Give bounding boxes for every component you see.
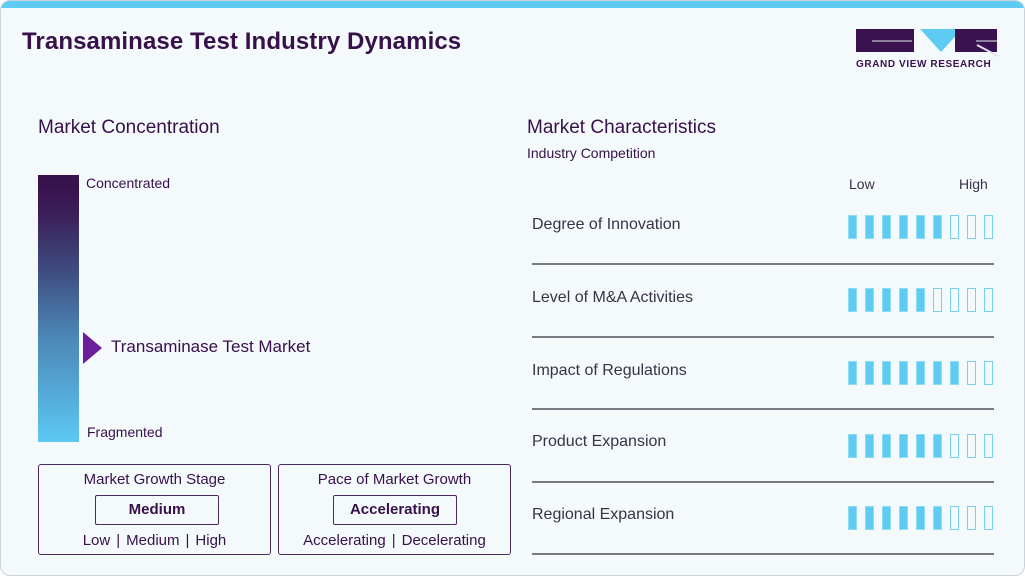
separator: |: [116, 532, 121, 549]
rating-bar-empty: [984, 361, 993, 385]
rating-bar-filled: [916, 215, 925, 239]
characteristic-label: Impact of Regulations: [532, 362, 687, 379]
growth-stage-box: Market Growth Stage Medium Low | Medium | Hi…: [38, 464, 271, 555]
rating-bar-filled: [882, 361, 891, 385]
characteristics-title: Market Characteristics: [527, 117, 716, 138]
rating-bar-empty: [950, 215, 959, 239]
rating-bar-empty: [984, 288, 993, 312]
separator: |: [391, 532, 396, 549]
option-medium: Medium: [126, 532, 180, 549]
rating-bar-empty: [984, 506, 993, 530]
rating-bar-filled: [916, 288, 925, 312]
rating-bar-filled: [882, 506, 891, 530]
rating-bar-filled: [916, 361, 925, 385]
growth-pace-value: Accelerating: [333, 495, 457, 525]
row-divider: [532, 336, 994, 338]
growth-stage-options: Low | Medium | High: [39, 532, 270, 549]
rating-bar-filled: [899, 361, 908, 385]
logo-r-line: [976, 40, 997, 42]
row-divider: [532, 553, 994, 555]
logo-g-notch: [872, 40, 912, 42]
growth-pace-title: Pace of Market Growth: [317, 471, 472, 488]
rating-bar-filled: [865, 506, 874, 530]
rating-bar-filled: [899, 215, 908, 239]
rating-bar-filled: [848, 215, 857, 239]
rating-bar-filled: [882, 215, 891, 239]
rating-bar-filled: [933, 361, 942, 385]
rating-bar-empty: [967, 361, 976, 385]
rating-bar-filled: [848, 361, 857, 385]
characteristic-label: Product Expansion: [532, 433, 667, 450]
rating-bar-filled: [899, 288, 908, 312]
logo-v-triangle: [920, 29, 962, 52]
rating-bar-empty: [967, 288, 976, 312]
rating-bar-filled: [865, 215, 874, 239]
separator: |: [185, 532, 190, 549]
market-position-label: Transaminase Test Market: [111, 337, 311, 356]
rating-bar-empty: [984, 434, 993, 458]
logo-text: GRAND VIEW RESEARCH: [856, 59, 992, 70]
rating-bar-filled: [933, 215, 942, 239]
rating-bar-filled: [916, 434, 925, 458]
rating-bar-filled: [865, 361, 874, 385]
growth-pace-box: Pace of Market Growth Accelerating Accel…: [278, 464, 511, 555]
option-accelerating: Accelerating: [303, 532, 386, 549]
row-divider: [532, 481, 994, 483]
rating-bar-empty: [950, 506, 959, 530]
market-position-marker-icon: [83, 332, 102, 364]
growth-pace-options: Accelerating | Decelerating: [279, 532, 510, 549]
rating-bar-filled: [933, 506, 942, 530]
rating-bar-empty: [984, 215, 993, 239]
rating-bar-filled: [933, 434, 942, 458]
rating-bar-filled: [848, 506, 857, 530]
brand-logo: GRAND VIEW RESEARCH: [856, 29, 999, 71]
accent-bar: [1, 1, 1024, 8]
rating-bar-empty: [967, 434, 976, 458]
rating-bar-empty: [950, 434, 959, 458]
concentration-gradient-scale: [38, 175, 79, 442]
rating-bar-filled: [916, 506, 925, 530]
rating-bar-filled: [865, 434, 874, 458]
page-title: Transaminase Test Industry Dynamics: [22, 28, 462, 55]
characteristic-label: Degree of Innovation: [532, 216, 681, 233]
rating-bar-filled: [865, 288, 874, 312]
growth-stage-value: Medium: [95, 495, 219, 525]
growth-stage-title: Market Growth Stage: [83, 471, 226, 488]
characteristic-label: Level of M&A Activities: [532, 289, 693, 306]
row-divider: [532, 408, 994, 410]
scale-low-label: Low: [849, 176, 875, 192]
rating-bar-filled: [848, 288, 857, 312]
rating-bar-empty: [967, 215, 976, 239]
rating-bar-filled: [899, 434, 908, 458]
scale-high-label: High: [959, 176, 988, 192]
rating-bar-empty: [967, 506, 976, 530]
rating-bar-filled: [899, 506, 908, 530]
option-decelerating: Decelerating: [401, 532, 486, 549]
characteristics-subtitle: Industry Competition: [527, 145, 656, 161]
rating-bar-empty: [950, 288, 959, 312]
fragmented-label: Fragmented: [87, 424, 163, 440]
option-low: Low: [82, 532, 111, 549]
rating-bar-filled: [950, 361, 959, 385]
rating-bar-filled: [882, 434, 891, 458]
rating-bar-empty: [933, 288, 942, 312]
rating-bar-filled: [882, 288, 891, 312]
rating-bar-filled: [848, 434, 857, 458]
option-high: High: [195, 532, 227, 549]
concentration-title: Market Concentration: [38, 117, 220, 138]
characteristic-label: Regional Expansion: [532, 506, 675, 523]
row-divider: [532, 263, 994, 265]
concentrated-label: Concentrated: [86, 175, 171, 191]
